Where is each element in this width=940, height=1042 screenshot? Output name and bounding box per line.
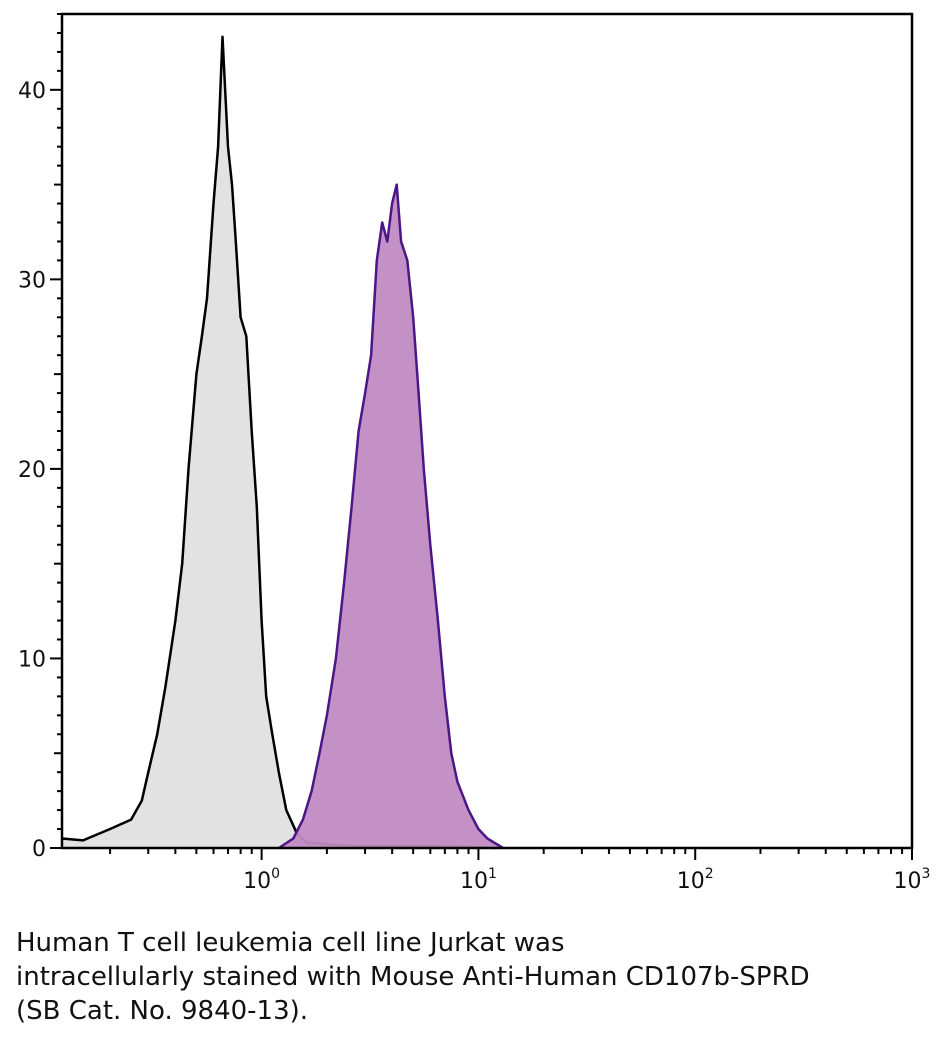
series-2-fill <box>278 184 504 849</box>
caption-line-1: Human T cell leukemia cell line Jurkat w… <box>16 928 565 958</box>
x-tick-label: 103 <box>894 866 931 894</box>
y-tick-label: 0 <box>32 837 46 862</box>
caption-line-2: intracellularly stained with Mouse Anti-… <box>16 962 810 992</box>
y-tick-label: 40 <box>18 79 46 104</box>
x-tick-label: 102 <box>677 866 714 894</box>
histogram-chart: 0 10 20 30 40 100 101 102 103 <box>18 12 931 894</box>
caption-line-3: (SB Cat. No. 9840-13). <box>16 996 309 1026</box>
figure-caption: Human T cell leukemia cell line Jurkat w… <box>16 926 916 1028</box>
y-tick-label: 20 <box>18 458 46 483</box>
x-tick-label: 101 <box>460 866 497 894</box>
series-2-line <box>278 183 504 850</box>
y-tick-label: 10 <box>18 647 46 672</box>
y-tick-label: 30 <box>18 268 46 293</box>
x-tick-label: 100 <box>243 866 280 894</box>
